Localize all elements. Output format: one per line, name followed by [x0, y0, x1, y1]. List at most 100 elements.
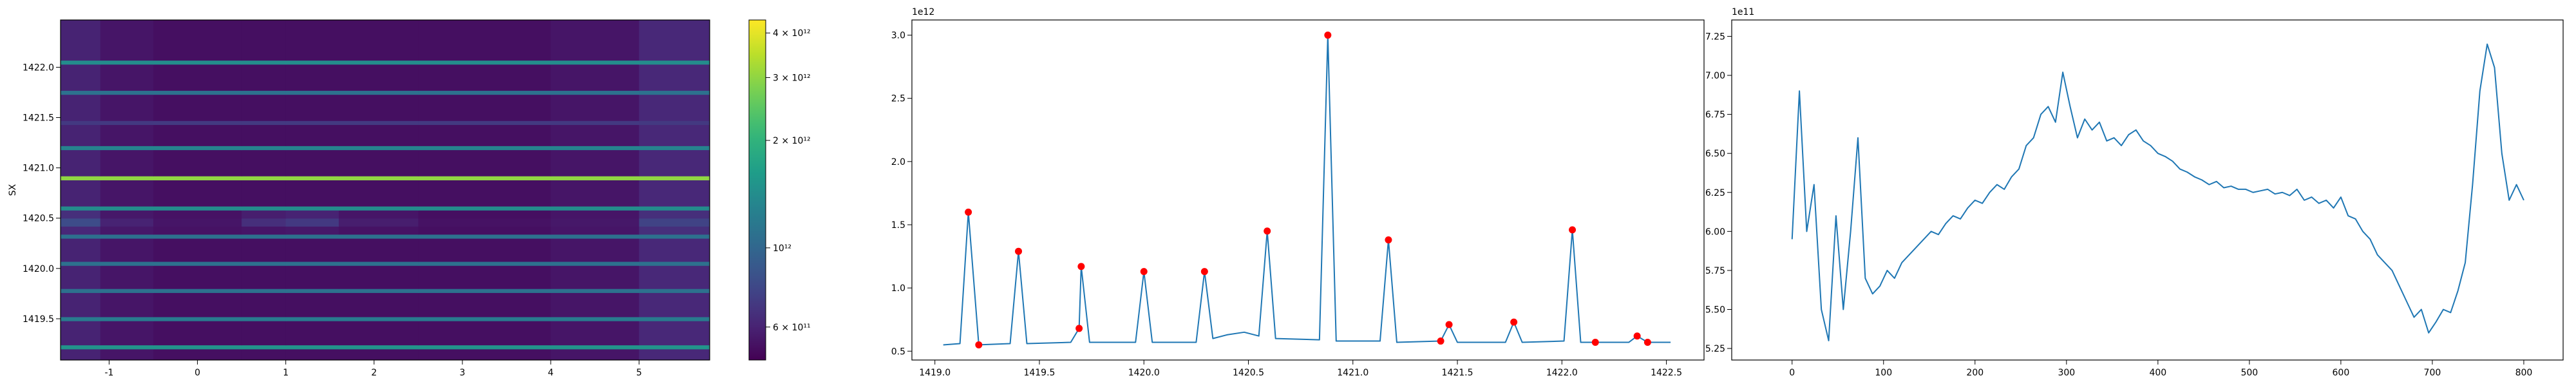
heatmap-cell	[153, 345, 242, 350]
x-tick-label: 1419.0	[919, 368, 951, 378]
y-tick-label: 5.50	[1705, 305, 1725, 315]
heatmap-cell	[551, 120, 639, 126]
x-tick-label: 1419.5	[1023, 368, 1055, 378]
heatmap-cell	[418, 265, 551, 289]
peak-marker	[1633, 332, 1641, 340]
heatmap	[61, 20, 710, 360]
heatmap-cell	[285, 210, 339, 219]
peak-marker	[1591, 339, 1599, 346]
heatmap-cell	[339, 180, 419, 207]
heatmap-cell	[242, 210, 287, 219]
y-tick-label: 5.75	[1705, 266, 1725, 276]
heatmap-cell	[61, 321, 101, 346]
peak-marker	[1264, 227, 1271, 235]
heatmap-cell	[418, 124, 551, 146]
heatmap-cell	[418, 218, 551, 227]
heatmap-cell	[153, 64, 242, 91]
heatmap-cell	[551, 292, 639, 318]
heatmap-cell	[551, 60, 639, 65]
heatmap-cell	[639, 210, 710, 219]
heatmap-cell	[639, 345, 710, 350]
heatmap-cell	[418, 149, 551, 176]
heatmap-cell	[242, 238, 287, 262]
heatmap-cell	[285, 90, 339, 95]
heatmap-cell	[639, 234, 710, 239]
heatmap-cell	[285, 321, 339, 346]
x-tick-label: 400	[2149, 368, 2166, 378]
heatmap-cell	[285, 205, 339, 211]
heatmap-cell	[100, 94, 154, 121]
y-tick-label: 6.75	[1705, 110, 1725, 120]
heatmap-cell	[639, 149, 710, 176]
heatmap-cell	[339, 321, 419, 346]
heatmap-cell	[551, 261, 639, 266]
heatmap-cell	[285, 20, 339, 61]
heatmap-cell	[339, 238, 419, 262]
heatmap-cell	[639, 94, 710, 121]
heatmap-cell	[418, 180, 551, 207]
heatmap-cell	[100, 176, 154, 180]
heatmap-cell	[339, 149, 419, 176]
heatmap-cell	[61, 238, 101, 262]
axis-offset-label: 1e12	[912, 7, 934, 17]
heatmap-cell	[153, 90, 242, 95]
heatmap-cell	[339, 120, 419, 126]
y-tick-label: 1420.0	[23, 264, 54, 274]
heatmap-cell	[639, 146, 710, 151]
y-tick-label: 7.00	[1705, 71, 1725, 81]
heatmap-cell	[339, 234, 419, 239]
peak-marker	[1077, 263, 1085, 270]
heatmap-cell	[339, 345, 419, 350]
x-tick-label: 500	[2240, 368, 2258, 378]
x-tick-label: 1421.0	[1337, 368, 1368, 378]
heatmap-cell	[551, 345, 639, 350]
x-tick-label: 5	[636, 368, 642, 378]
heatmap-cell	[100, 292, 154, 318]
heatmap-cell	[153, 226, 242, 235]
heatmap-cell	[339, 64, 419, 91]
x-tick-label: 1	[283, 368, 289, 378]
heatmap-cell	[100, 90, 154, 95]
heatmap-cell	[61, 348, 101, 360]
heatmap-cell	[153, 218, 242, 227]
heatmap-cell	[242, 321, 287, 346]
heatmap-cell	[61, 345, 101, 350]
heatmap-cell	[153, 238, 242, 262]
data-line	[1791, 43, 2524, 341]
heatmap-cell	[100, 289, 154, 293]
heatmap-cell	[285, 64, 339, 91]
heatmap-cell	[418, 321, 551, 346]
heatmap-cell	[339, 210, 419, 219]
peak-marker	[1140, 268, 1148, 276]
heatmap-cell	[551, 94, 639, 121]
heatmap-cell	[100, 205, 154, 211]
x-tick-label: 4	[548, 368, 554, 378]
heatmap-cell	[418, 238, 551, 262]
heatmap-cell	[551, 64, 639, 91]
heatmap-cell	[285, 146, 339, 151]
heatmap-cell	[551, 176, 639, 180]
y-tick-label: 1420.5	[23, 214, 54, 224]
heatmap-cell	[153, 120, 242, 126]
heatmap-cell	[339, 316, 419, 321]
heatmap-cell	[242, 176, 287, 180]
heatmap-cell	[153, 321, 242, 346]
heatmap-cell	[153, 20, 242, 61]
heatmap-cell	[61, 20, 101, 61]
colorbar-tick-label: 6 × 10¹¹	[773, 323, 811, 333]
heatmap-cell	[551, 205, 639, 211]
heatmap-cell	[418, 94, 551, 121]
heatmap-cell	[285, 176, 339, 180]
x-tick-label: 0	[1789, 368, 1795, 378]
axes-frame	[911, 19, 1705, 361]
heatmap-cell	[100, 265, 154, 289]
x-tick-label: -1	[104, 368, 113, 378]
peak-marker	[1075, 325, 1083, 332]
heatmap-cell	[61, 180, 101, 207]
y-tick-label: 2.5	[891, 94, 905, 104]
heatmap-cell	[242, 60, 287, 65]
heatmap-cell	[551, 265, 639, 289]
heatmap-cell	[61, 316, 101, 321]
colorbar	[748, 19, 766, 361]
